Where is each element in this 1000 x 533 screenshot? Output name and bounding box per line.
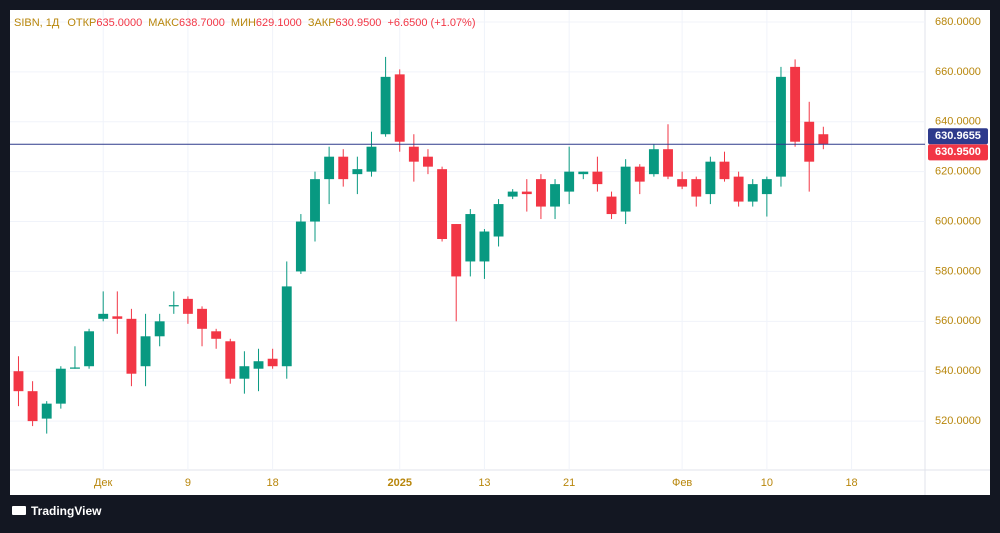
- candle-body: [507, 191, 518, 197]
- candle-body: [705, 161, 716, 195]
- candle-body: [70, 367, 80, 369]
- candle-body: [380, 76, 391, 135]
- candle-body: [140, 336, 151, 367]
- y-tick-label: 540.0000: [935, 365, 981, 377]
- y-tick-label: 580.0000: [935, 265, 981, 277]
- brand: TradingView: [31, 504, 102, 518]
- y-tick-label: 640.0000: [935, 116, 981, 128]
- candle-body: [27, 391, 38, 422]
- candle-body: [437, 169, 448, 240]
- candle-body: [41, 403, 52, 419]
- x-tick-label: 2025: [387, 477, 411, 489]
- x-tick-label: Дек: [94, 477, 113, 489]
- candle-body: [465, 214, 476, 262]
- candle-body: [535, 179, 546, 207]
- candle-body: [592, 171, 603, 185]
- x-tick-label: 9: [185, 477, 191, 489]
- legend-value: 638.7000: [179, 17, 225, 29]
- candle-body: [253, 361, 264, 369]
- candle-body: [182, 298, 193, 314]
- candle-body: [324, 156, 335, 180]
- candle-body: [197, 308, 207, 329]
- candle-body: [281, 286, 292, 367]
- candle-body: [408, 146, 419, 162]
- legend-label: ЗАКР: [308, 17, 336, 29]
- candle-body: [550, 184, 560, 207]
- candle-body: [691, 179, 702, 197]
- candle-body: [239, 366, 250, 379]
- candle-body: [310, 179, 320, 222]
- candle-body: [211, 331, 222, 339]
- chart-area: [10, 10, 990, 495]
- candle-body: [84, 331, 95, 367]
- candle-body: [352, 169, 363, 175]
- legend-label: МИН: [231, 17, 256, 29]
- candle-body: [112, 316, 123, 319]
- candle-body: [733, 176, 744, 202]
- candle-body: [154, 321, 165, 337]
- y-tick-label: 620.0000: [935, 166, 981, 178]
- candle-body: [564, 171, 575, 192]
- candle-body: [747, 184, 758, 202]
- candle-body: [13, 371, 24, 392]
- candle-body: [818, 134, 829, 145]
- price-label: 630.9500: [935, 146, 981, 158]
- candle-body: [338, 156, 349, 180]
- candle-body: [126, 318, 137, 374]
- y-tick-label: 680.0000: [935, 16, 981, 28]
- y-tick-label: 600.0000: [935, 215, 981, 227]
- price-label-box: [928, 128, 988, 145]
- legend-symbol: SIBN, 1Д: [14, 17, 60, 29]
- candle-body: [634, 166, 645, 182]
- y-tick-label: 520.0000: [935, 415, 981, 427]
- legend-label: МАКС: [148, 17, 179, 29]
- candle-body: [168, 305, 179, 307]
- candle-body: [394, 74, 405, 142]
- candle-body: [578, 171, 589, 175]
- candle-body: [267, 358, 278, 367]
- candle-body: [366, 146, 377, 172]
- candle-body: [225, 341, 236, 379]
- y-tick-label: 560.0000: [935, 315, 981, 327]
- legend-value: 630.9500: [336, 17, 382, 29]
- price-label: 630.9655: [935, 130, 981, 142]
- candle-body: [493, 204, 504, 237]
- candle-body: [606, 196, 617, 215]
- logo-icon: [12, 506, 26, 515]
- candle-body: [479, 231, 490, 262]
- candle-body: [98, 313, 109, 319]
- logo: TradingView: [12, 504, 102, 518]
- candle-body: [55, 368, 66, 404]
- x-tick-label: 13: [478, 477, 490, 489]
- candle-body: [451, 224, 462, 277]
- candle-body: [790, 66, 801, 142]
- x-tick-label: 18: [267, 477, 279, 489]
- x-tick-label: Фев: [672, 477, 692, 489]
- candle-body: [521, 191, 532, 195]
- price-label-box: [928, 144, 988, 161]
- candle-body: [776, 76, 786, 177]
- candle-body: [719, 161, 730, 180]
- candle-body: [677, 179, 688, 187]
- x-tick-label: 10: [761, 477, 773, 489]
- candle-body: [761, 179, 772, 195]
- candle-body: [295, 221, 306, 272]
- candle-body: [423, 156, 433, 167]
- legend-value: 635.0000: [96, 17, 142, 29]
- candle-body: [663, 149, 673, 177]
- y-tick-label: 660.0000: [935, 66, 981, 78]
- legend-label: ОТКР: [67, 17, 96, 29]
- candle-body: [648, 149, 659, 175]
- candle-body: [620, 166, 631, 212]
- legend-change: +6.6500 (+1.07%): [387, 17, 475, 29]
- legend-value: 629.1000: [256, 17, 302, 29]
- x-tick-label: 21: [563, 477, 575, 489]
- x-tick-label: 18: [845, 477, 857, 489]
- candle-body: [804, 121, 815, 162]
